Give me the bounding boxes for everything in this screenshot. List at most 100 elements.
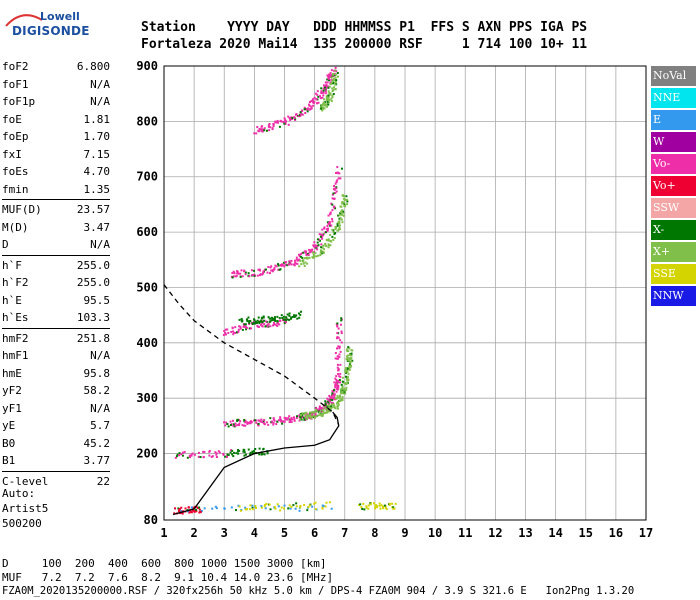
echo-point	[233, 423, 236, 426]
echo-point	[306, 418, 309, 421]
echo-point	[238, 325, 241, 328]
echo-point	[279, 416, 282, 419]
echo-point	[337, 221, 340, 224]
echo-point	[313, 416, 316, 419]
echo-point	[373, 502, 376, 505]
echo-point	[273, 319, 276, 322]
echo-point	[239, 420, 242, 423]
echo-point	[244, 453, 247, 456]
echo-point	[384, 506, 387, 509]
echo-point	[272, 125, 275, 128]
echo-point	[324, 244, 327, 247]
echo-point	[335, 387, 338, 390]
echo-point	[243, 451, 246, 454]
echo-point	[291, 116, 294, 119]
echo-point	[296, 262, 299, 265]
echo-point	[322, 244, 325, 247]
echo-point	[341, 201, 344, 204]
param-label: fmin	[2, 182, 29, 196]
echo-point	[260, 125, 263, 128]
echo-point	[181, 451, 184, 454]
echo-point	[312, 253, 315, 256]
echo-point	[289, 421, 292, 424]
param-value: N/A	[90, 95, 110, 108]
echo-point	[293, 419, 296, 422]
echo-point	[253, 319, 256, 322]
echo-point	[311, 98, 314, 101]
echo-point	[318, 411, 321, 414]
legend-item: Vo+	[651, 176, 696, 198]
param-row: yE 5.7	[2, 417, 110, 435]
echo-point	[198, 506, 201, 509]
echo-point	[273, 267, 276, 270]
echo-point	[340, 218, 343, 221]
echo-point	[303, 108, 306, 111]
echo-point	[231, 271, 234, 274]
echo-point	[336, 401, 339, 404]
echo-point	[248, 508, 251, 511]
echo-point	[323, 226, 326, 229]
echo-point	[339, 372, 342, 375]
echo-point	[330, 76, 333, 79]
echo-point	[274, 120, 277, 123]
echo-point	[186, 456, 189, 459]
echo-point	[332, 402, 335, 405]
echo-point	[301, 109, 304, 112]
echo-point	[339, 375, 342, 378]
echo-point	[244, 323, 247, 326]
echo-point	[183, 450, 186, 453]
echo-point	[211, 507, 214, 510]
echo-point	[222, 452, 225, 455]
echo-point	[334, 182, 337, 185]
echo-point	[323, 101, 326, 104]
echo-point	[268, 503, 271, 506]
echo-point	[226, 453, 229, 456]
echo-point	[234, 331, 237, 334]
echo-point	[257, 268, 260, 271]
echo-point	[273, 323, 276, 326]
echo-point	[251, 452, 254, 455]
param-value: 3.77	[83, 454, 111, 467]
echo-point	[276, 322, 279, 325]
echo-point	[306, 262, 309, 265]
echo-point	[277, 268, 280, 271]
echo-point	[276, 420, 279, 423]
echo-point	[327, 77, 330, 80]
echo-point	[268, 129, 271, 132]
echo-point	[331, 406, 334, 409]
echo-point	[215, 456, 218, 459]
echo-point	[195, 510, 198, 513]
echo-point	[342, 392, 345, 395]
param-value: 1.35	[83, 182, 111, 196]
echo-point	[342, 214, 345, 217]
echo-point	[290, 316, 293, 319]
echo-point	[203, 450, 206, 453]
echo-point	[283, 507, 286, 510]
echo-point	[198, 451, 201, 454]
echo-point	[349, 365, 352, 368]
echo-point	[343, 201, 346, 204]
x-tick-label: 12	[488, 526, 502, 540]
echo-point	[346, 354, 349, 357]
echo-point	[260, 506, 263, 509]
legend-item: NoVal	[651, 66, 696, 88]
echo-point	[298, 114, 301, 117]
echo-point	[329, 224, 332, 227]
echo-point	[215, 452, 218, 455]
echo-point	[325, 103, 328, 106]
echo-point	[214, 451, 217, 454]
echo-point	[325, 96, 328, 99]
echo-trace	[223, 317, 343, 428]
echo-point	[338, 396, 341, 399]
echo-point	[177, 454, 180, 457]
echo-point	[262, 420, 265, 423]
echo-point	[329, 213, 332, 216]
param-label: foE	[2, 112, 22, 126]
echo-point	[291, 315, 294, 318]
echo-point	[346, 203, 349, 206]
echo-point	[189, 510, 192, 513]
echo-point	[309, 249, 312, 252]
echo-point	[360, 506, 363, 509]
echo-point	[269, 266, 272, 269]
echo-point	[303, 106, 306, 109]
